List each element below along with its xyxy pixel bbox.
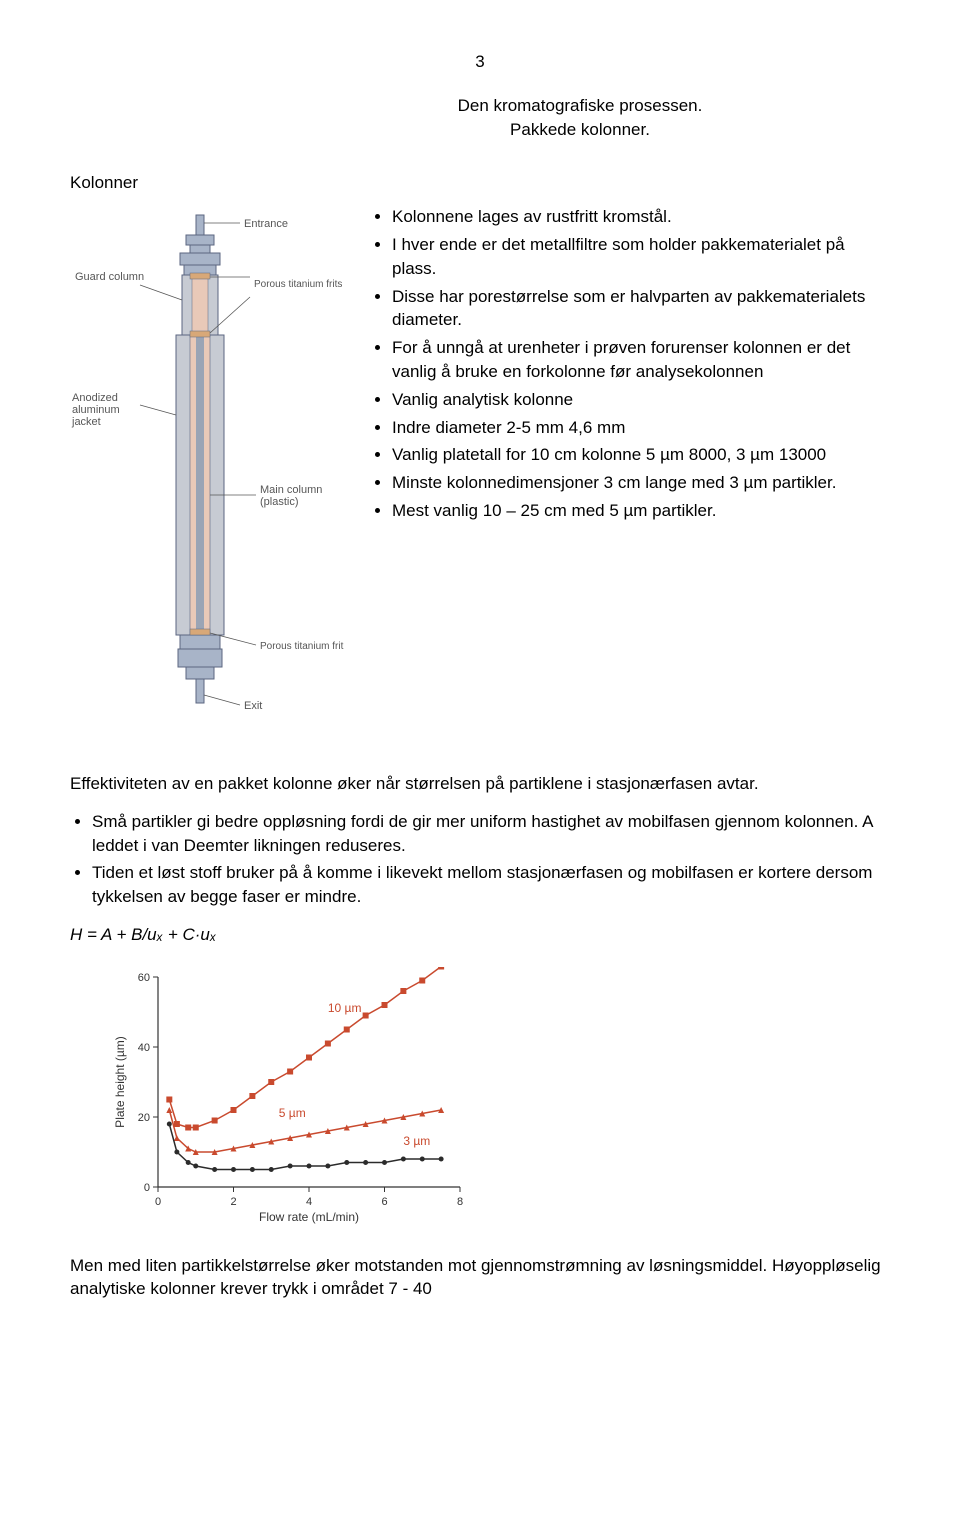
svg-text:Guard column: Guard column <box>75 271 144 283</box>
bullet-item: Vanlig analytisk kolonne <box>392 388 890 412</box>
svg-text:8: 8 <box>457 1196 463 1208</box>
bullet-item: I hver ende er det metallfiltre som hold… <box>392 233 890 281</box>
svg-text:3 µm: 3 µm <box>403 1134 430 1148</box>
svg-text:40: 40 <box>138 1042 150 1054</box>
sub-bullet-list: Små partikler gi bedre oppløsning fordi … <box>70 810 890 909</box>
main-bullet-list: Kolonnene lages av rustfritt kromstål. I … <box>370 205 890 523</box>
svg-text:Exit: Exit <box>244 700 262 712</box>
svg-text:60: 60 <box>138 972 150 984</box>
bullet-item: Mest vanlig 10 – 25 cm med 5 µm partikle… <box>392 499 890 523</box>
svg-text:6: 6 <box>381 1196 387 1208</box>
page-number: 3 <box>70 50 890 74</box>
bullet-item: Disse har porestørrelse som er halvparte… <box>392 285 890 333</box>
bullet-item: Vanlig platetall for 10 cm kolonne 5 µm … <box>392 443 890 467</box>
bullet-item: Minste kolonnedimensjoner 3 cm lange med… <box>392 471 890 495</box>
svg-text:Flow rate (mL/min): Flow rate (mL/min) <box>259 1210 359 1224</box>
bullet-item: For å unngå at urenheter i prøven forure… <box>392 336 890 384</box>
svg-text:4: 4 <box>306 1196 312 1208</box>
svg-text:20: 20 <box>138 1112 150 1124</box>
title-line-2: Pakkede kolonner. <box>270 118 890 142</box>
van-deemter-formula: H = A + B/uₓ + C·uₓ <box>70 923 890 947</box>
svg-text:Porous titanium frit: Porous titanium frit <box>260 641 344 652</box>
bullet-item: Små partikler gi bedre oppløsning fordi … <box>92 810 890 858</box>
bullet-item: Tiden et løst stoff bruker på å komme i … <box>92 861 890 909</box>
svg-text:Entrance: Entrance <box>244 218 288 230</box>
svg-text:Porous titanium frits: Porous titanium frits <box>254 279 342 290</box>
svg-text:Plate height (µm): Plate height (µm) <box>113 1036 127 1128</box>
svg-text:2: 2 <box>230 1196 236 1208</box>
section-header: Kolonner <box>70 171 890 195</box>
efficiency-paragraph: Effektiviteten av en pakket kolonne øker… <box>70 772 890 796</box>
plate-height-chart: 0 2 4 6 8 0 20 40 60 Flow rate (mL/min) Plate heig… <box>110 967 890 1234</box>
column-diagram: Entrance Guard column Porous titanium frit… <box>70 205 350 752</box>
bullet-item: Kolonnene lages av rustfritt kromstål. <box>392 205 890 229</box>
svg-text:0: 0 <box>144 1182 150 1194</box>
bullet-item: Indre diameter 2-5 mm 4,6 mm <box>392 416 890 440</box>
svg-text:0: 0 <box>155 1196 161 1208</box>
svg-text:10 µm: 10 µm <box>328 1001 362 1015</box>
svg-text:5 µm: 5 µm <box>279 1106 306 1120</box>
title-block: Den kromatografiske prosessen. Pakkede k… <box>270 94 890 142</box>
svg-text:Anodizedaluminumjacket: Anodizedaluminumjacket <box>71 392 120 428</box>
title-line-1: Den kromatografiske prosessen. <box>270 94 890 118</box>
resistance-paragraph: Men med liten partikkelstørrelse øker mo… <box>70 1254 890 1302</box>
svg-text:Main column(plastic): Main column(plastic) <box>260 484 322 508</box>
